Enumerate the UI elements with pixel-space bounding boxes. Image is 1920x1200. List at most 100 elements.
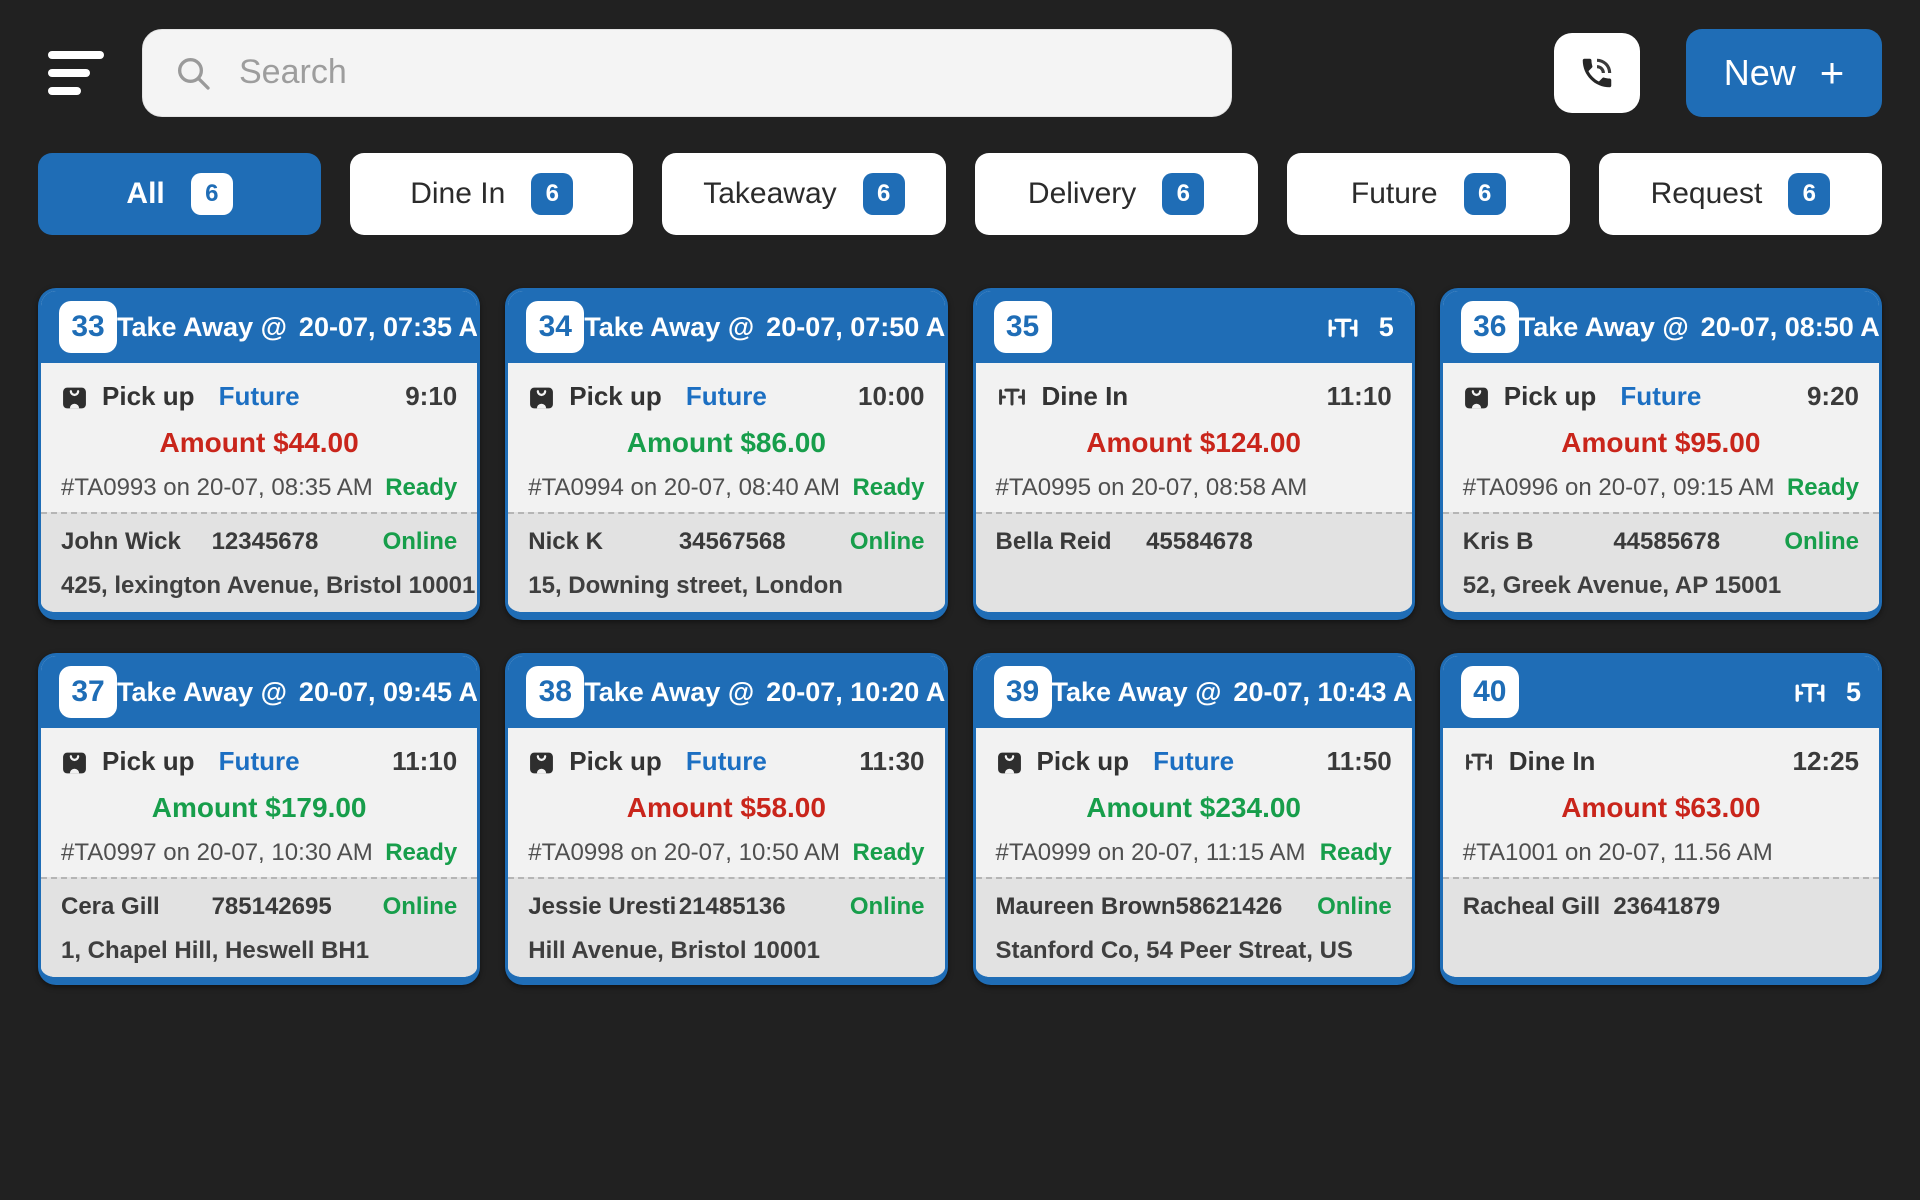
order-card-header: 40 5 — [1442, 656, 1879, 728]
channel-badge: Online — [849, 528, 925, 555]
order-number-badge: 35 — [993, 301, 1052, 353]
order-ref: #TA0998 on 20-07, 10:50 AM — [528, 839, 841, 866]
order-ref: #TA1001 on 20-07, 11.56 AM — [1462, 839, 1773, 866]
customer-section: John Wick 12345678 Online 425, lexington… — [41, 512, 478, 612]
customer-name: Kris B — [1462, 528, 1534, 555]
customer-name: Racheal Gill — [1462, 893, 1601, 920]
order-amount: Amount $234.00 — [1086, 792, 1301, 823]
order-card-body: Pick up Future 10:00 Amount $86.00 #TA09… — [508, 363, 944, 512]
order-time: 10:00 — [858, 381, 925, 411]
order-card-body: Dine In 12:25 Amount $63.00 #TA1001 on 2… — [1443, 728, 1879, 877]
order-card-header: 34 Take Away @20-07, 07:50 AM — [508, 291, 945, 363]
order-ref: #TA0993 on 20-07, 08:35 AM — [61, 474, 373, 501]
service-label: Pick up — [569, 746, 662, 776]
service-label: Pick up — [1503, 381, 1597, 411]
service-label: Dine In — [1508, 746, 1596, 776]
order-card-37[interactable]: 37 Take Away @20-07, 09:45 AM Pick up Fu… — [38, 653, 481, 985]
order-time: 9:20 — [1806, 381, 1859, 411]
search-bar[interactable] — [142, 28, 1232, 117]
guest-count: 5 — [1325, 312, 1394, 343]
customer-address: 425, lexington Avenue, Bristol 10001 — [61, 572, 476, 599]
order-time: 12:25 — [1792, 746, 1860, 776]
customer-section: Racheal Gill 23641879 — [1442, 877, 1879, 977]
order-card-36[interactable]: 36 Take Away @20-07, 08:50 AM Pick up Fu… — [1439, 288, 1882, 620]
channel-badge: Online — [382, 528, 458, 555]
order-time: 11:50 — [1326, 746, 1392, 776]
order-card-header: 33 Take Away @20-07, 07:35 AM — [41, 291, 478, 363]
order-number-badge: 38 — [526, 666, 585, 718]
guest-count: 5 — [1792, 677, 1861, 708]
tab-count-badge: 6 — [862, 173, 905, 215]
order-card-35[interactable]: 35 5 Dine In 11:10 Amount $124.00 #TA099… — [972, 288, 1415, 620]
customer-address: 1, Chapel Hill, Heswell BH1 — [61, 937, 370, 964]
order-card-38[interactable]: 38 Take Away @20-07, 10:20 AM Pick up Fu… — [505, 653, 948, 985]
order-amount: Amount $58.00 — [626, 792, 826, 823]
order-time: 11:10 — [1326, 381, 1392, 411]
search-input[interactable] — [239, 53, 1201, 92]
customer-name: Maureen Brown — [995, 893, 1176, 920]
tab-request[interactable]: Request 6 — [1598, 153, 1883, 235]
order-amount: Amount $44.00 — [159, 427, 359, 458]
tab-label: Takeaway — [703, 177, 837, 210]
customer-phone: 12345678 — [211, 528, 319, 555]
order-number-badge: 33 — [59, 301, 117, 353]
order-card-34[interactable]: 34 Take Away @20-07, 07:50 AM Pick up Fu… — [505, 288, 948, 620]
order-number-badge: 39 — [993, 666, 1052, 718]
order-ref: #TA0994 on 20-07, 08:40 AM — [528, 474, 841, 501]
channel-badge: Online — [1317, 893, 1392, 920]
customer-phone: 58621426 — [1175, 893, 1283, 920]
phone-call-button[interactable] — [1554, 32, 1640, 113]
order-amount: Amount $86.00 — [626, 427, 826, 458]
tab-takeaway[interactable]: Takeaway 6 — [662, 153, 946, 235]
tab-count-badge: 6 — [1162, 173, 1205, 215]
tab-count-badge: 6 — [531, 173, 574, 215]
order-amount: Amount $124.00 — [1086, 427, 1301, 458]
dine-in-table-icon — [998, 388, 1025, 406]
order-amount: Amount $95.00 — [1561, 427, 1761, 458]
customer-phone: 785142695 — [211, 893, 332, 920]
customer-name: Jessie Uresti — [528, 893, 677, 920]
order-card-33[interactable]: 33 Take Away @20-07, 07:35 AM Pick up Fu… — [38, 288, 481, 620]
phone-icon — [1582, 58, 1612, 87]
order-header-title: Take Away @20-07, 09:45 AM — [117, 676, 479, 707]
tab-future[interactable]: Future 6 — [1286, 153, 1570, 235]
status-badge: Ready — [1319, 839, 1392, 866]
tab-delivery[interactable]: Delivery 6 — [974, 153, 1258, 235]
top-bar: New + — [0, 0, 1920, 118]
order-filter-tabs: All 6 Dine In 6 Takeaway 6 Delivery 6 Fu… — [0, 153, 1920, 235]
status-badge: Ready — [852, 474, 925, 501]
customer-name: John Wick — [61, 528, 181, 555]
new-order-button[interactable]: New + — [1686, 28, 1882, 117]
customer-phone: 44585678 — [1613, 528, 1721, 555]
tab-count-badge: 6 — [1463, 173, 1506, 215]
topbar-actions: New + — [1554, 28, 1882, 117]
order-header-title: Take Away @20-07, 10:43 AM — [1051, 676, 1413, 707]
tab-all[interactable]: All 6 — [38, 153, 322, 235]
service-label: Dine In — [1041, 381, 1129, 411]
order-number-badge: 36 — [1460, 301, 1519, 353]
pickup-bag-icon — [996, 751, 1022, 775]
status-badge: Ready — [852, 839, 925, 866]
status-badge: Ready — [385, 839, 458, 866]
customer-address: 15, Downing street, London — [528, 572, 843, 599]
channel-badge: Online — [849, 893, 925, 920]
future-tag: Future — [1153, 746, 1235, 776]
order-ref: #TA0997 on 20-07, 10:30 AM — [61, 839, 373, 866]
tab-dine-in[interactable]: Dine In 6 — [350, 153, 634, 235]
service-label: Pick up — [569, 381, 662, 411]
order-card-40[interactable]: 40 5 Dine In 12:25 Amount $63.00 #TA1001… — [1439, 653, 1882, 985]
new-order-label: New — [1723, 51, 1796, 93]
customer-address: Stanford Co, 54 Peer Streat, US — [995, 937, 1353, 964]
channel-badge: Online — [1784, 528, 1859, 555]
tab-label: Delivery — [1027, 177, 1137, 210]
order-time: 11:10 — [392, 746, 458, 776]
order-amount: Amount $63.00 — [1561, 792, 1761, 823]
order-card-39[interactable]: 39 Take Away @20-07, 10:43 AM Pick up Fu… — [972, 653, 1415, 985]
order-ref: #TA0995 on 20-07, 08:58 AM — [995, 474, 1308, 501]
future-tag: Future — [218, 746, 300, 776]
menu-icon[interactable] — [48, 50, 106, 95]
customer-name: Bella Reid — [995, 528, 1112, 555]
order-header-title: Take Away @20-07, 08:50 AM — [1518, 311, 1880, 342]
order-amount: Amount $179.00 — [151, 792, 367, 823]
